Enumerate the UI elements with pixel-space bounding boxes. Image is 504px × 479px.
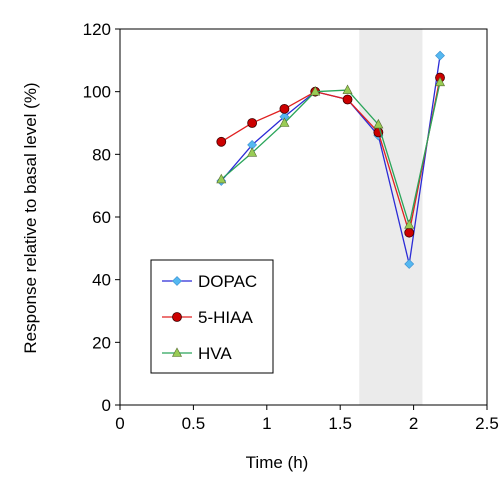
data-point-hva [373,118,384,129]
legend-entry-dopac: DOPAC [162,272,257,291]
tick-marks [115,28,488,410]
series-hva [216,76,446,229]
data-point-hva [247,147,258,157]
data-point-hva [404,219,415,229]
data-point-5-hiaa [404,227,415,238]
data-point-5-hiaa [247,118,258,128]
data-point-dopac [404,259,415,269]
y-axis-title: Response relative to basal level (%) [21,82,40,353]
series-line-hva [220,82,441,228]
x-tick-label: 0 [115,414,124,433]
y-tick-label: 80 [92,145,111,164]
data-point-hva [279,117,290,127]
tick-labels: 0 0.5 1 1.5 2 2.5 0 20 40 60 80 100 120 [83,20,499,433]
x-tick-label: 1 [262,414,271,433]
x-tick-label: 2 [409,414,418,433]
legend-label-5-hiaa: 5-HIAA [198,308,253,327]
x-tick-label: 1.5 [328,414,352,433]
data-point-hva [310,86,321,96]
data-point-dopac [435,50,445,61]
legend-marker-5-hiaa [172,312,182,322]
y-tick-label: 40 [92,271,111,290]
data-point-hva [435,76,446,87]
y-tick-label: 60 [92,208,111,227]
plot-frame [119,28,488,406]
x-axis-title: Time (h) [246,453,309,472]
data-point-5-hiaa [216,136,227,147]
x-tick-label: 2.5 [475,414,499,433]
series-line-5-hiaa [220,77,441,233]
data-point-5-hiaa [342,94,353,105]
legend-label-hva: HVA [198,344,232,363]
data-point-hva [216,173,227,184]
y-tick-label: 100 [83,83,111,102]
data-point-hva [342,84,353,94]
y-tick-label: 20 [92,333,111,352]
y-tick-label: 120 [83,20,111,39]
series-layer [216,50,446,269]
legend-label-dopac: DOPAC [198,272,257,291]
legend-entry-5-hiaa: 5-HIAA [162,308,253,327]
legend: DOPAC 5-HIAA HVA [150,259,274,374]
legend-marker-hva [172,347,182,357]
series-5-hiaa [216,72,445,238]
legend-marker-dopac [172,276,182,286]
x-tick-label: 0.5 [182,414,206,433]
legend-entry-hva: HVA [162,344,232,363]
y-tick-label: 0 [102,396,111,415]
data-point-5-hiaa [279,104,290,114]
